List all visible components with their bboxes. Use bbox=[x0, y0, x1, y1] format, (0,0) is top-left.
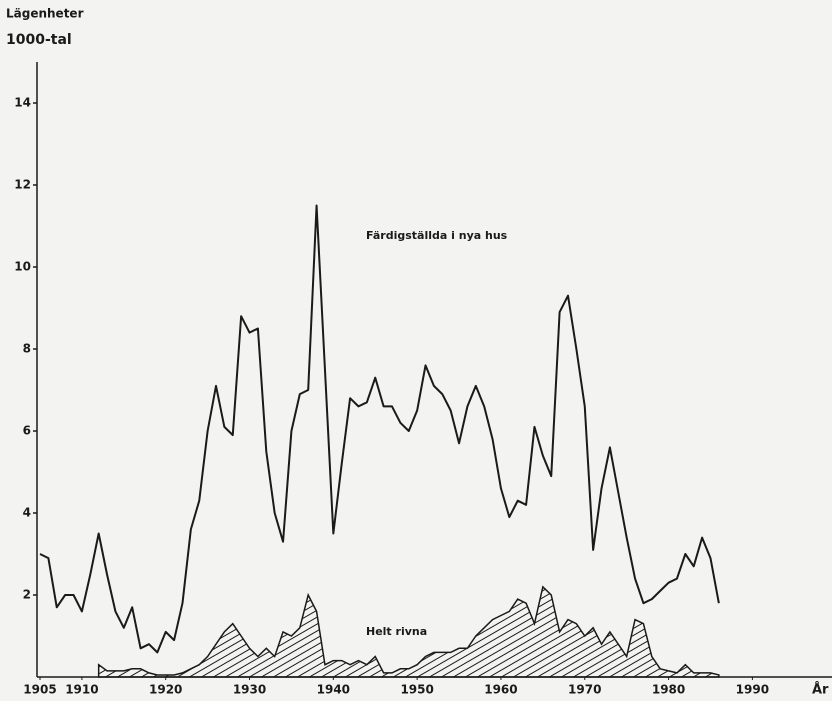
series-label: Helt rivna bbox=[366, 625, 427, 638]
x-tick-label: 1970 bbox=[568, 683, 601, 697]
x-tick-label: 1980 bbox=[652, 683, 685, 697]
x-tick-label: 1990 bbox=[736, 683, 769, 697]
y-tick-label: 6 bbox=[23, 424, 31, 438]
y-tick-label: 14 bbox=[14, 96, 31, 110]
line bbox=[39, 204, 720, 654]
area bbox=[97, 585, 720, 678]
x-tick-label: 1930 bbox=[233, 683, 266, 697]
y-tick-label: 10 bbox=[14, 260, 31, 274]
x-tick-label: 1910 bbox=[65, 683, 98, 697]
x-tick-label: 1920 bbox=[149, 683, 182, 697]
y-axis-label: Lägenheter bbox=[6, 7, 84, 21]
y-tick-label: 2 bbox=[23, 588, 31, 602]
x-tick-label: 1940 bbox=[317, 683, 350, 697]
y-tick-label: 8 bbox=[23, 342, 31, 356]
x-tick-label: 1960 bbox=[484, 683, 517, 697]
y-tick-label: 12 bbox=[14, 178, 31, 192]
x-tick-label: 1950 bbox=[400, 683, 433, 697]
y-axis-label: 1000-tal bbox=[6, 32, 72, 48]
x-axis-label: År bbox=[812, 682, 829, 698]
y-tick-label: 4 bbox=[23, 506, 31, 520]
x-tick-label: 1905 bbox=[23, 683, 56, 697]
series-label: Färdigställda i nya hus bbox=[366, 229, 508, 242]
